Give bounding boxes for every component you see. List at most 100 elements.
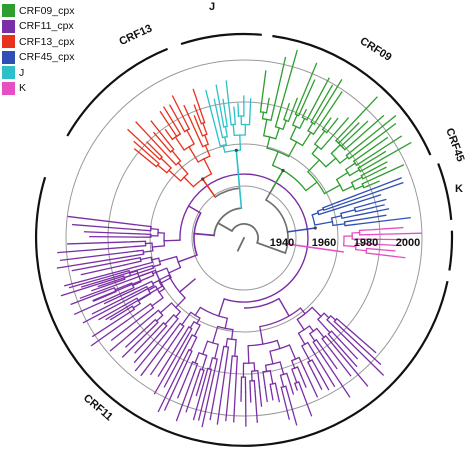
tree-branch bbox=[193, 232, 216, 237]
tree-branch bbox=[322, 201, 340, 209]
tree-branch bbox=[186, 361, 194, 375]
tree-branch bbox=[64, 266, 137, 287]
tree-branch bbox=[365, 243, 402, 247]
tree-branch bbox=[110, 316, 143, 342]
tree-branch bbox=[149, 333, 180, 376]
tree-branch bbox=[313, 130, 326, 146]
tree-branch bbox=[82, 289, 147, 324]
tree-branch bbox=[329, 314, 337, 322]
tree-branch bbox=[197, 368, 213, 421]
tree-branch bbox=[330, 350, 352, 377]
clade-label-k: K bbox=[455, 183, 463, 195]
tree-branch bbox=[297, 381, 313, 417]
tree-branch bbox=[183, 176, 195, 188]
tree-branch bbox=[171, 95, 191, 130]
tree-branch bbox=[348, 168, 361, 177]
tree-branch bbox=[321, 337, 333, 352]
tree-branch bbox=[316, 208, 325, 213]
tree-branch bbox=[258, 386, 263, 407]
tree-branch bbox=[152, 267, 168, 275]
tree-branch bbox=[377, 253, 406, 259]
tree-branch bbox=[343, 114, 385, 151]
tree-branch bbox=[344, 162, 357, 171]
tree-branch bbox=[335, 96, 378, 142]
tree-branch bbox=[315, 327, 325, 339]
tree-branch bbox=[265, 105, 269, 114]
legend-label: CRF11_cpx bbox=[19, 20, 74, 33]
tree-branch bbox=[171, 322, 182, 335]
tree-branch bbox=[261, 111, 265, 120]
legend-label: CRF45_cpx bbox=[19, 51, 75, 64]
tree-branch bbox=[222, 144, 226, 153]
tree-branch bbox=[199, 306, 228, 319]
tree-branch bbox=[259, 307, 301, 328]
tree-branch bbox=[121, 326, 155, 358]
tree-branch bbox=[103, 287, 138, 305]
tree-branch bbox=[171, 149, 182, 162]
tree-branch bbox=[353, 216, 411, 226]
tree-branch bbox=[213, 98, 220, 123]
tree-branch bbox=[249, 98, 252, 119]
tree-branch bbox=[308, 332, 316, 342]
tree-branch bbox=[274, 382, 278, 390]
tree-branch bbox=[296, 318, 305, 331]
tree-branch bbox=[307, 122, 314, 132]
tree-branch bbox=[184, 334, 193, 349]
tree-branch bbox=[123, 274, 132, 279]
tree-branch bbox=[216, 133, 221, 147]
tree-branch bbox=[168, 274, 186, 299]
tree-branch bbox=[56, 255, 131, 269]
tree-branch bbox=[279, 374, 285, 388]
time-label-1940: 1940 bbox=[270, 237, 294, 249]
tree-branch bbox=[197, 368, 202, 377]
tree-branch bbox=[160, 157, 173, 169]
tree-branch bbox=[208, 357, 214, 370]
tree-branch bbox=[174, 296, 187, 309]
tree-branch bbox=[133, 148, 151, 162]
tree-branch bbox=[151, 296, 164, 307]
tree-branch bbox=[159, 302, 173, 314]
tree-branch bbox=[163, 144, 172, 154]
tree-branch bbox=[311, 145, 319, 155]
tree-branch bbox=[269, 383, 272, 391]
legend-label: K bbox=[19, 82, 27, 95]
tree-branch bbox=[330, 215, 343, 219]
tree-branch bbox=[287, 141, 298, 158]
tree-branch bbox=[137, 292, 152, 302]
tree-branch bbox=[340, 209, 356, 215]
tree-branch bbox=[284, 385, 298, 426]
legend-label: J bbox=[19, 66, 25, 79]
tree-branch bbox=[177, 325, 185, 336]
tree-branch bbox=[144, 284, 155, 291]
tree-branch bbox=[129, 253, 145, 258]
tree-branch bbox=[298, 117, 306, 130]
tree-branch bbox=[135, 280, 153, 290]
tree-branch bbox=[123, 260, 142, 266]
tree-branch bbox=[152, 321, 159, 328]
legend-swatch bbox=[2, 4, 15, 18]
tree-branch bbox=[326, 318, 334, 327]
tree-branch bbox=[355, 208, 390, 217]
tree-branch bbox=[216, 221, 234, 233]
clade-label-crf13: CRF13 bbox=[117, 22, 154, 48]
tree-branch bbox=[167, 266, 182, 274]
tree-branch bbox=[128, 270, 138, 274]
tree-branch bbox=[159, 276, 172, 285]
tree-branch bbox=[201, 340, 209, 356]
tree-branch bbox=[105, 290, 117, 297]
tree-branch bbox=[201, 354, 208, 371]
tree-branch bbox=[282, 119, 288, 131]
tree-branch bbox=[127, 256, 141, 261]
tree-branch bbox=[213, 207, 242, 236]
tree-branch bbox=[60, 275, 125, 297]
tree-branch bbox=[247, 345, 250, 364]
tree-branch bbox=[301, 345, 311, 362]
tree-branch bbox=[301, 131, 312, 147]
tree-branch bbox=[293, 382, 299, 391]
tree-branch bbox=[285, 102, 291, 114]
tree-branch bbox=[134, 245, 147, 248]
tree-branch bbox=[330, 330, 340, 340]
tree-branch bbox=[140, 306, 155, 319]
tree-branch bbox=[79, 274, 145, 299]
